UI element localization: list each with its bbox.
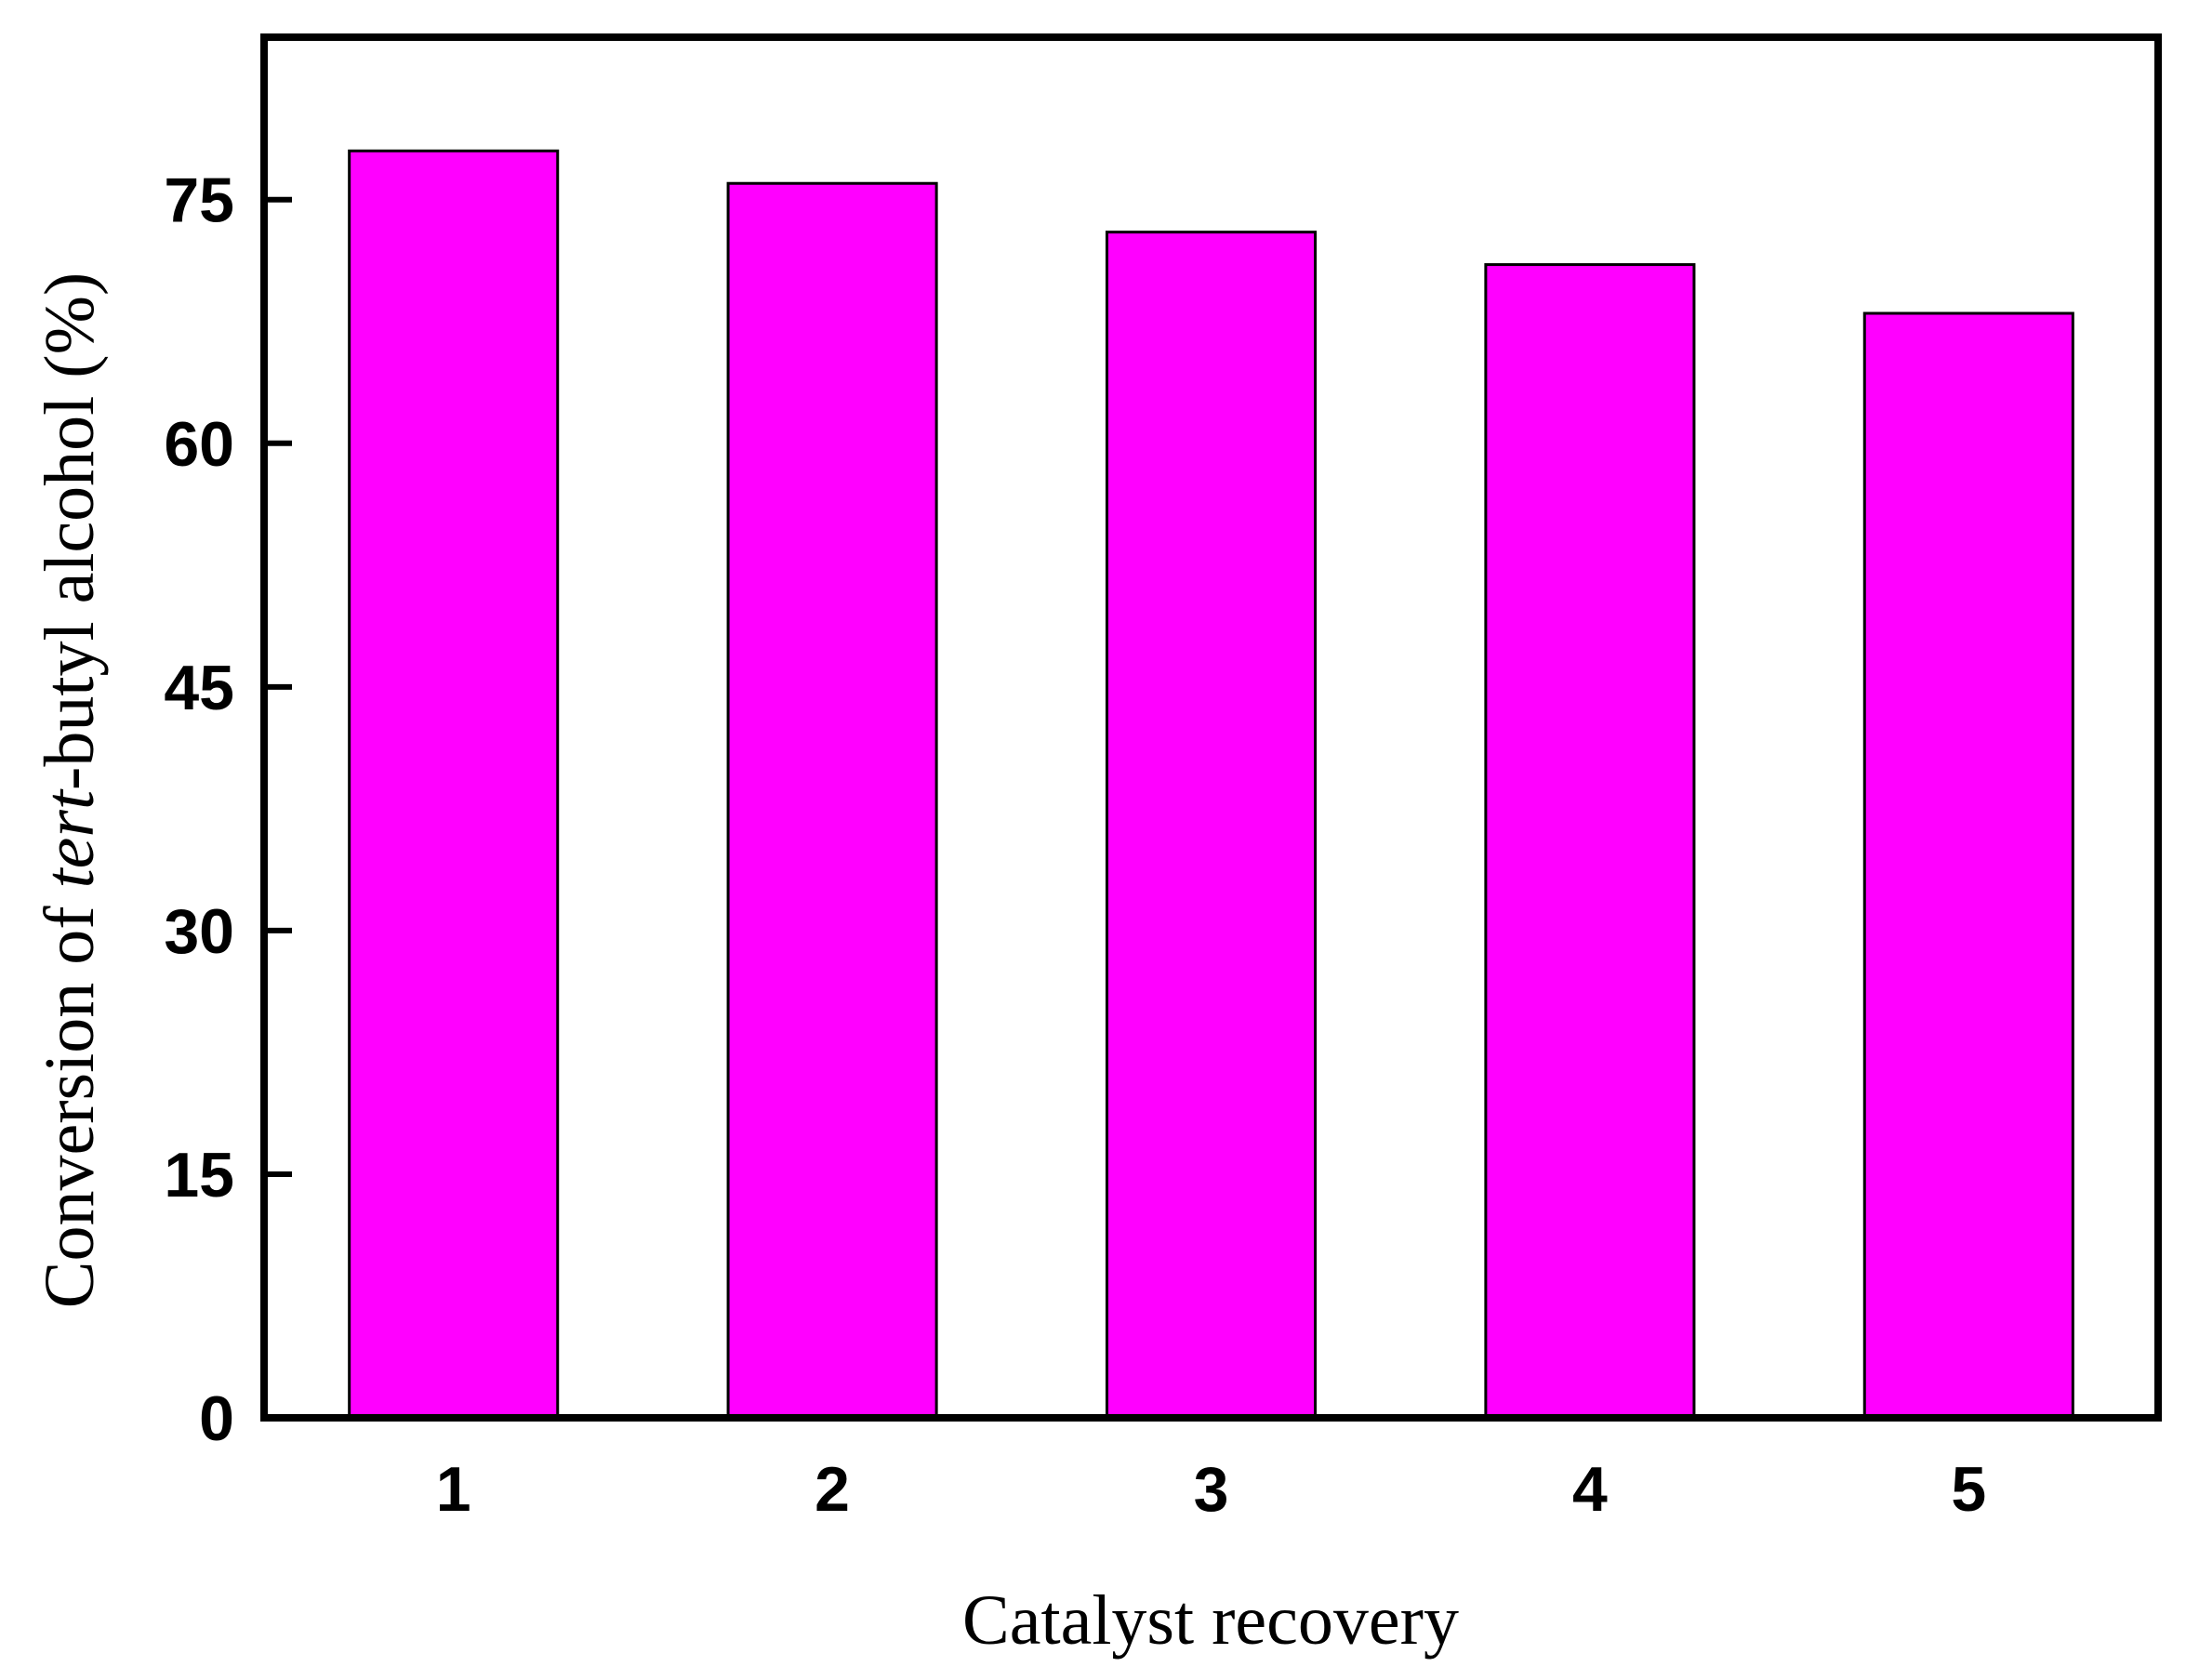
x-tick-label: 4	[1572, 1454, 1608, 1525]
bar-5	[1862, 311, 2074, 1420]
y-axis-title-part-1: Conversion of	[31, 888, 109, 1308]
plot-frame	[260, 33, 2162, 1422]
x-tick-label: 5	[1951, 1454, 1986, 1525]
x-tick-label: 3	[1194, 1454, 1229, 1525]
ticks-group	[264, 196, 292, 1421]
bar-1	[348, 149, 560, 1420]
x-tick-labels: 1 2 3 4 5	[436, 1454, 1986, 1525]
y-tick-label: 0	[199, 1383, 234, 1454]
y-axis-title: Conversion of tert-butyl alcohol (%)	[31, 272, 109, 1308]
y-tick-label: 75	[164, 165, 234, 236]
bars-group	[348, 149, 2074, 1420]
x-tick-label: 2	[815, 1454, 850, 1525]
y-axis-title-part-2: -butyl alcohol (%)	[31, 272, 109, 790]
bar-3	[1105, 231, 1318, 1420]
y-tick-labels: 0 15 30 45 60 75	[164, 165, 234, 1454]
x-axis-title: Catalyst recovery	[962, 1581, 1459, 1660]
y-axis-title-part-italic: tert	[31, 788, 109, 888]
y-tick-label: 15	[164, 1140, 234, 1210]
y-tick-label: 30	[164, 896, 234, 967]
y-tick-label: 60	[164, 409, 234, 480]
bar-4	[1484, 263, 1696, 1420]
x-tick-label: 1	[436, 1454, 471, 1525]
y-tick-label: 45	[164, 653, 234, 723]
bar-2	[726, 181, 938, 1420]
